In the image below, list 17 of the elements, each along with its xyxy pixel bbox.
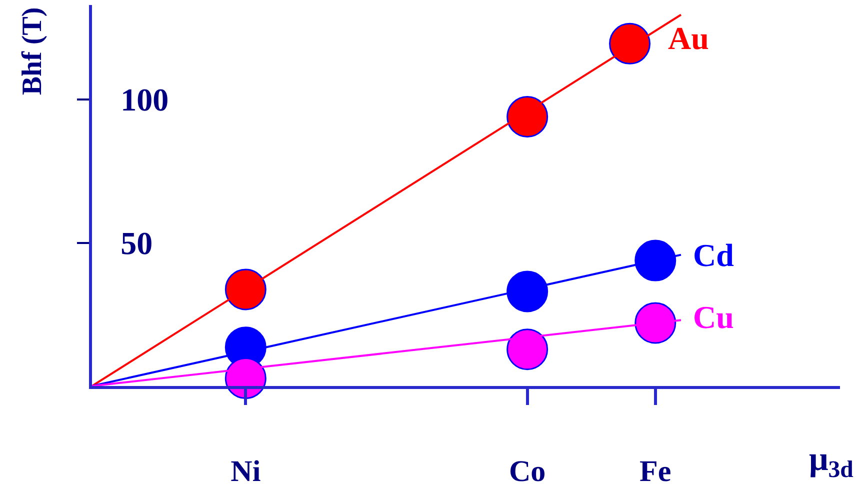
x-tick-label: Co [508,455,546,488]
point [506,328,548,370]
series-label: Cu [693,299,734,335]
y-tick-label: 50 [120,224,153,261]
point [634,302,676,344]
x-tick-label: Fe [640,455,672,488]
point [224,268,266,310]
x-axis-title: μ$_{3d}$ [809,441,854,484]
y-tick-label: 100 [120,82,169,118]
x-tick-label: Ni [230,455,261,488]
point [634,240,676,282]
point [609,22,651,64]
series-label: Au [668,20,709,56]
point [506,96,548,138]
point [506,270,548,312]
series-label: Cd [693,237,734,273]
y-axis-title: Bhf (T) [17,7,48,96]
